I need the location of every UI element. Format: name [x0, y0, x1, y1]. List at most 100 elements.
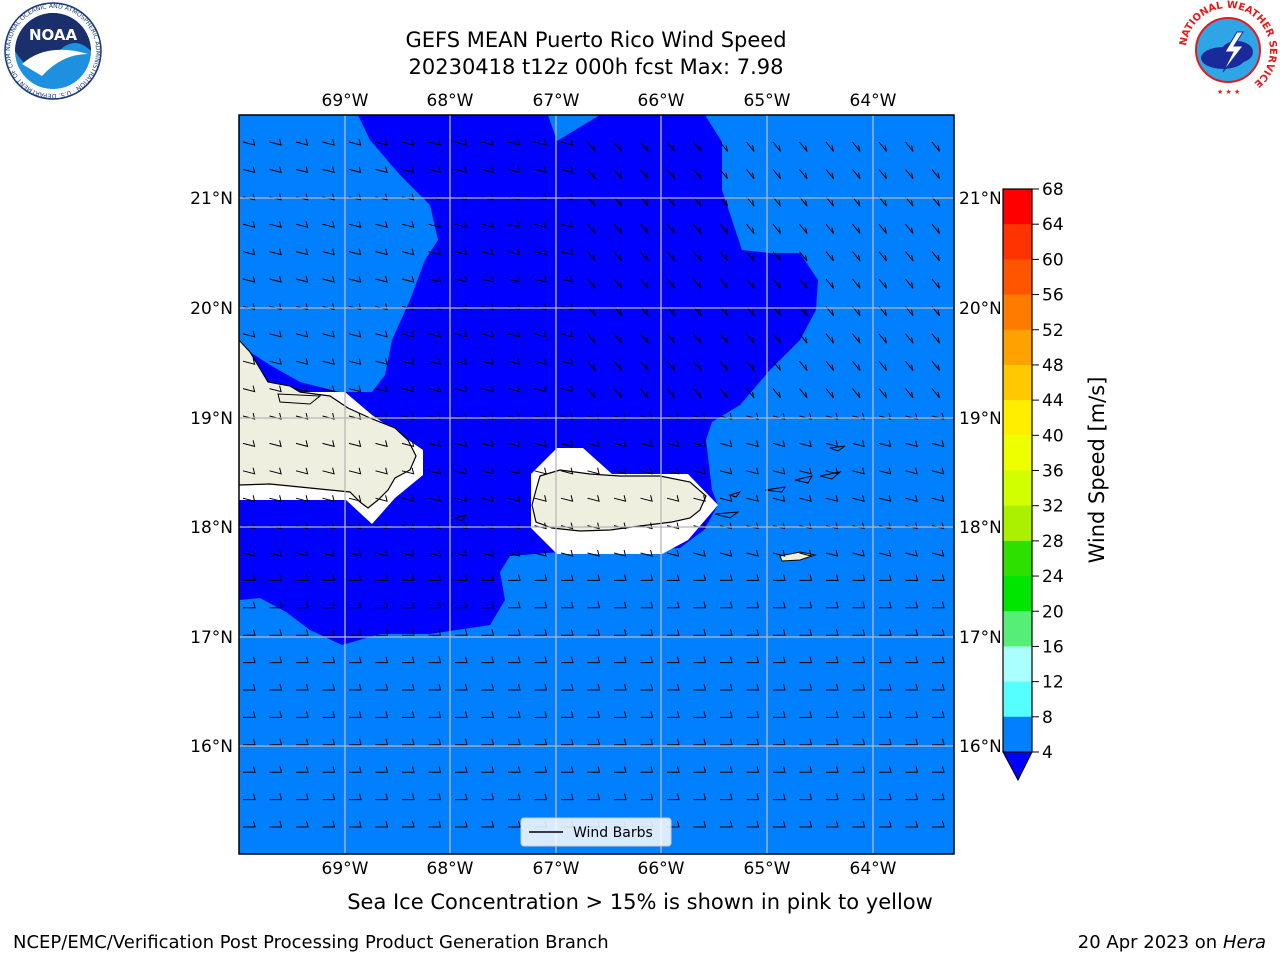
wind-barb — [295, 221, 309, 228]
wind-barb — [693, 549, 706, 557]
wind-barb — [825, 412, 839, 420]
wind-barb — [428, 467, 441, 475]
wind-barb — [799, 574, 813, 581]
wind-barb — [428, 330, 441, 338]
wind-barb — [587, 169, 596, 180]
hispaniola-land — [239, 339, 417, 509]
wind-barb — [693, 440, 706, 448]
wind-barb — [693, 793, 707, 801]
wind-barb — [587, 333, 596, 344]
wind-barb — [587, 656, 601, 664]
wind-barb — [693, 495, 706, 502]
wind-barb — [799, 738, 813, 746]
wind-barb — [534, 738, 548, 746]
wind-barb — [640, 169, 649, 180]
wind-barb — [401, 221, 415, 228]
wind-barb — [481, 820, 495, 828]
wind-barb — [825, 333, 834, 344]
wind-barb — [799, 549, 812, 557]
wind-barb — [905, 196, 914, 207]
colorbar-bin — [1003, 470, 1032, 507]
wind-barb — [269, 358, 282, 365]
wind-barb — [746, 601, 760, 609]
wind-barb — [852, 574, 866, 581]
wind-barb — [455, 711, 468, 718]
wind-barb — [878, 196, 887, 207]
wind-barb — [825, 141, 834, 152]
wind-barb — [348, 549, 362, 557]
wind-barb — [879, 574, 892, 581]
wind-barb — [296, 601, 309, 609]
wind-barb — [693, 467, 706, 475]
wind-barb — [932, 656, 945, 664]
lon-label-bottom: 68°W — [427, 859, 474, 879]
wind-barb — [481, 574, 495, 581]
wind-barb — [349, 629, 362, 636]
wind-barb — [481, 793, 495, 801]
wind-barb — [560, 166, 574, 174]
wind-barb — [878, 412, 892, 420]
wind-barb — [269, 820, 283, 828]
wind-barb — [719, 412, 733, 420]
wind-barb — [879, 601, 892, 609]
legend-label: Wind Barbs — [573, 825, 653, 841]
wind-barb — [508, 793, 521, 801]
wind-barb — [295, 495, 309, 502]
wind-barb — [375, 549, 388, 557]
wind-barb — [852, 601, 866, 609]
wind-barb — [931, 306, 940, 317]
wind-barb — [931, 360, 940, 371]
wind-barb — [401, 412, 415, 420]
wind-barb — [428, 601, 442, 609]
wind-barb — [852, 495, 865, 502]
wind-barb — [561, 738, 574, 746]
wind-barb — [242, 330, 256, 338]
wind-barb — [269, 495, 282, 502]
wind-barb — [454, 412, 468, 420]
colorbar-label: Wind Speed [m/s] — [1085, 377, 1109, 564]
wind-barb — [296, 793, 309, 801]
wind-barb — [852, 306, 861, 317]
wind-barb — [401, 385, 415, 393]
wind-barb — [720, 820, 733, 828]
wind-barb — [905, 141, 914, 152]
wind-barb — [508, 711, 521, 718]
lat-label-right: 19°N — [959, 409, 1000, 429]
wind-barb — [349, 738, 362, 746]
wind-barb — [401, 495, 415, 502]
wind-barb — [454, 275, 468, 283]
colorbar-tick-label: 36 — [1042, 462, 1064, 482]
wind-barb — [879, 820, 892, 828]
wind-barb — [375, 629, 389, 636]
colorbar-bins — [1003, 189, 1032, 753]
wind-barb — [932, 738, 945, 746]
wind-barb — [931, 141, 940, 152]
wind-barb — [348, 221, 362, 228]
wind-barb — [825, 549, 839, 557]
wind-barb — [561, 683, 574, 691]
wind-barb — [375, 467, 388, 475]
wind-barb — [773, 793, 786, 801]
wind-barb — [746, 467, 759, 475]
wind-barb — [614, 711, 627, 718]
wind-barb — [401, 275, 415, 283]
wind-barb — [348, 358, 362, 365]
wind-barb — [322, 601, 336, 609]
wind-barb — [587, 549, 600, 557]
wind-barb — [719, 388, 728, 399]
wind-barb — [852, 467, 865, 475]
wind-barb — [826, 574, 839, 581]
wind-barb — [322, 738, 336, 746]
wind-barb — [269, 601, 283, 609]
wind-barb — [746, 656, 760, 664]
wind-barb — [772, 388, 781, 399]
wind-barb — [640, 388, 649, 399]
wind-barb — [640, 251, 649, 262]
wind-barb — [348, 275, 362, 283]
wind-barb — [746, 196, 755, 207]
wind-barb — [322, 629, 336, 636]
wind-barb — [878, 278, 887, 289]
wind-barb — [242, 495, 256, 502]
wind-barb — [481, 330, 494, 338]
wind-barb — [481, 549, 494, 557]
